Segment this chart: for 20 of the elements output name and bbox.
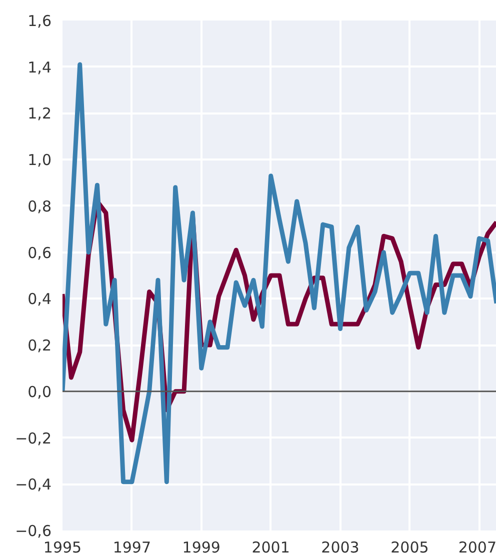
x-tick-label: 2007 — [458, 538, 496, 555]
y-tick-label: −0,2 — [15, 429, 52, 448]
line-series — [62, 62, 496, 484]
y-tick-label: −0,4 — [15, 476, 52, 494]
x-tick-label: 2001 — [252, 538, 290, 555]
y-tick-label: 0,2 — [28, 336, 52, 355]
y-tick-label: −0,6 — [15, 522, 52, 540]
y-tick-label: 1,2 — [28, 104, 52, 123]
x-tick-label: 2003 — [321, 538, 360, 555]
y-tick-label: 1,4 — [28, 58, 52, 76]
y-tick-label: 1,0 — [28, 151, 52, 170]
x-tick-label: 1997 — [112, 538, 152, 555]
x-tick-label: 1995 — [43, 538, 82, 555]
y-tick-label: 1,6 — [28, 12, 52, 30]
y-tick-label: 0,6 — [28, 244, 52, 262]
y-tick-label: 0,4 — [28, 290, 52, 308]
y-tick-label: 0,0 — [28, 382, 52, 401]
x-tick-label: 2005 — [390, 538, 429, 555]
y-tick-label: 0,8 — [28, 197, 52, 216]
x-tick-label: 1999 — [182, 538, 220, 555]
